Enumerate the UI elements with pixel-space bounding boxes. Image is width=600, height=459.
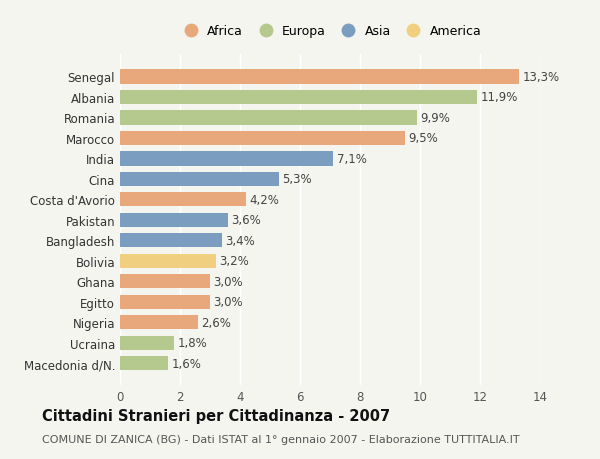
Text: 2,6%: 2,6% (202, 316, 232, 329)
Bar (120, 356, 168, 370)
Bar (120, 70, 519, 84)
Text: 11,9%: 11,9% (481, 91, 518, 104)
Bar (120, 152, 333, 166)
Text: 9,9%: 9,9% (421, 112, 451, 124)
Text: COMUNE DI ZANICA (BG) - Dati ISTAT al 1° gennaio 2007 - Elaborazione TUTTITALIA.: COMUNE DI ZANICA (BG) - Dati ISTAT al 1°… (42, 434, 520, 443)
Bar (120, 336, 174, 350)
Bar (120, 254, 216, 269)
Bar (120, 131, 405, 146)
Text: 3,0%: 3,0% (214, 296, 243, 308)
Text: 5,3%: 5,3% (283, 173, 312, 186)
Text: 1,6%: 1,6% (172, 357, 202, 370)
Bar (120, 295, 210, 309)
Text: 4,2%: 4,2% (250, 193, 280, 207)
Bar (120, 234, 222, 248)
Text: 7,1%: 7,1% (337, 152, 367, 166)
Bar (120, 111, 417, 125)
Text: Cittadini Stranieri per Cittadinanza - 2007: Cittadini Stranieri per Cittadinanza - 2… (42, 408, 390, 423)
Text: 3,0%: 3,0% (214, 275, 243, 288)
Text: 3,2%: 3,2% (220, 255, 250, 268)
Bar (120, 172, 279, 187)
Bar (120, 274, 210, 289)
Text: 9,5%: 9,5% (409, 132, 439, 145)
Bar (120, 315, 198, 330)
Bar (120, 193, 246, 207)
Text: 3,4%: 3,4% (226, 234, 256, 247)
Text: 13,3%: 13,3% (523, 71, 560, 84)
Text: 3,6%: 3,6% (232, 214, 262, 227)
Text: 1,8%: 1,8% (178, 336, 208, 349)
Bar (120, 213, 228, 228)
Bar (120, 90, 477, 105)
Legend: Africa, Europa, Asia, America: Africa, Europa, Asia, America (179, 25, 481, 38)
